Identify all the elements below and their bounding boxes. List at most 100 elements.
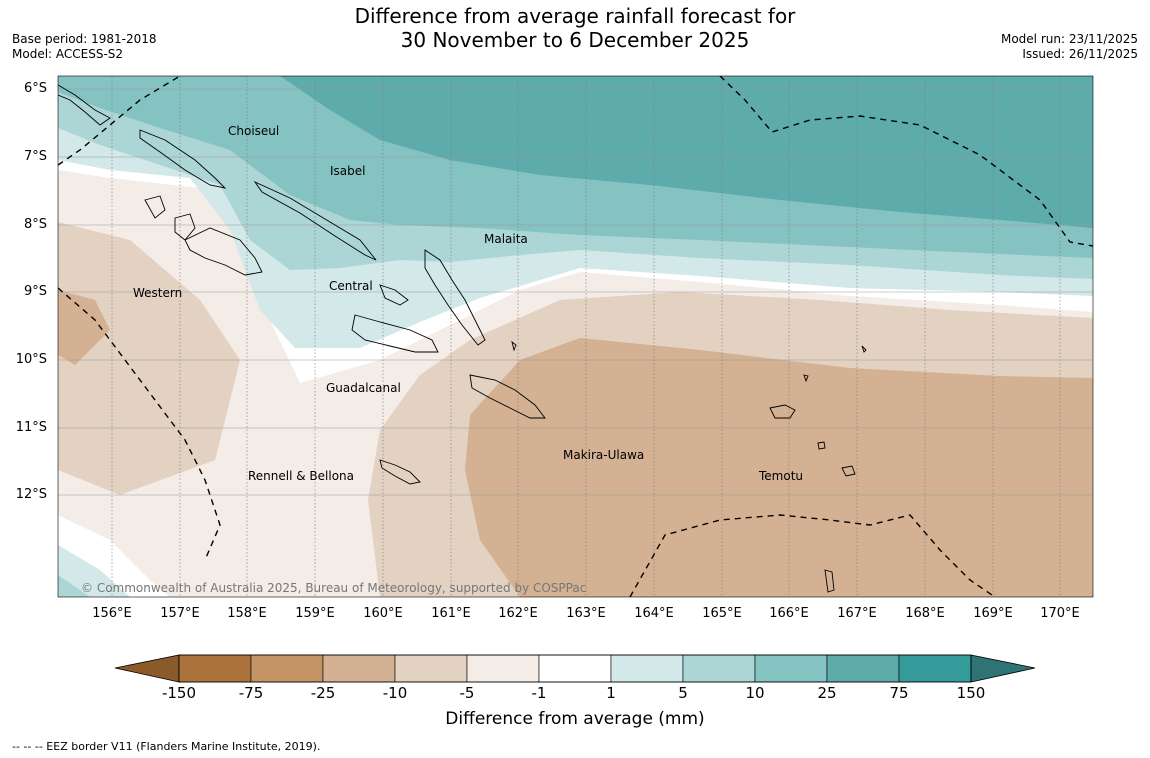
- colorbar-segment: [322, 654, 396, 683]
- island-small-1: [803, 374, 809, 383]
- lon-label-162e: 162°E: [498, 606, 538, 621]
- lat-label-6s: 6°S: [23, 81, 47, 96]
- colorbar-tick-label: -1: [531, 684, 547, 702]
- island-small-2: [861, 345, 867, 353]
- colorbar-title: Difference from average (mm): [445, 709, 705, 729]
- island-temotu-1: [841, 465, 856, 477]
- chart-title: Difference from average rainfall forecas…: [0, 4, 1150, 52]
- title-line-2: 30 November to 6 December 2025: [400, 28, 750, 52]
- colorbar-tick-label: 75: [889, 684, 909, 702]
- lat-label-11s: 11°S: [15, 420, 47, 435]
- band-neg10-neg25-south: [465, 338, 1093, 597]
- island-guadalcanal: [351, 314, 439, 353]
- lat-label-9s: 9°S: [23, 284, 47, 299]
- model-run: Model run: 23/11/2025: [1000, 32, 1138, 46]
- colorbar-tick-label: -25: [310, 684, 336, 702]
- band-pos25-pos75: [58, 76, 1093, 228]
- colorbar-tick-label: -75: [238, 684, 264, 702]
- lon-label-161e: 161°E: [431, 606, 471, 621]
- colorbar-tick-label: -150: [161, 684, 197, 702]
- longitude-gridlines: [111, 76, 1061, 597]
- colorbar-frame: [178, 654, 972, 683]
- region-central: Central: [329, 279, 373, 293]
- colorbar-segment: [466, 654, 540, 683]
- region-guadalcanal: Guadalcanal: [326, 381, 401, 395]
- island-temotu-2: [817, 441, 826, 450]
- copyright-notice: © Commonwealth of Australia 2025, Bureau…: [81, 581, 586, 595]
- lon-label-160e: 160°E: [363, 606, 403, 621]
- lon-label-167e: 167°E: [837, 606, 877, 621]
- lat-label-12s: 12°S: [15, 487, 47, 502]
- band-neg5-neg10-west: [58, 222, 240, 495]
- band-neg10-neg25-west: [58, 290, 110, 365]
- lon-label-163e: 163°E: [566, 606, 606, 621]
- island-western-2: [174, 213, 196, 241]
- map-fill: [58, 76, 1093, 597]
- eez-borders: [58, 76, 1093, 597]
- lon-label-164e: 164°E: [634, 606, 674, 621]
- lon-label-156e: 156°E: [92, 606, 132, 621]
- colorbar-segment: [754, 654, 828, 683]
- colorbar-segment: [826, 654, 900, 683]
- colorbar-tick-label: -5: [459, 684, 475, 702]
- island-new-georgia: [184, 227, 263, 276]
- lat-label-8s: 8°S: [23, 217, 47, 232]
- colorbar-segment: [538, 654, 612, 683]
- lon-label-159e: 159°E: [295, 606, 335, 621]
- island-bougainville: [58, 84, 111, 126]
- colorbar-segment: [250, 654, 324, 683]
- colorbar: [114, 654, 1036, 683]
- colorbar-tick-label: 150: [956, 684, 986, 702]
- lon-label-168e: 168°E: [905, 606, 945, 621]
- island-western-1: [144, 195, 166, 219]
- lon-label-157e: 157°E: [160, 606, 200, 621]
- coastlines: [58, 84, 867, 593]
- base-period: Base period: 1981-2018: [12, 32, 157, 46]
- colorbar-tick-label: 5: [678, 684, 688, 702]
- meta-left: Base period: 1981-2018 Model: ACCESS-S2: [12, 32, 157, 62]
- region-makira-ulawa: Makira-Ulawa: [563, 448, 644, 462]
- eez-north-east: [719, 76, 1093, 247]
- island-isabel: [253, 180, 377, 261]
- island-small-3: [511, 340, 517, 352]
- colorbar-segment: [610, 654, 684, 683]
- lon-label-165e: 165°E: [702, 606, 742, 621]
- island-rennell: [379, 459, 421, 485]
- island-temotu-3: [824, 569, 835, 593]
- colorbar-tick-label: 25: [817, 684, 837, 702]
- title-line-1: Difference from average rainfall forecas…: [354, 4, 796, 28]
- colorbar-tick-label: 1: [606, 684, 616, 702]
- island-florida: [379, 284, 409, 306]
- meta-right: Model run: 23/11/2025 Issued: 26/11/2025: [1001, 32, 1138, 62]
- colorbar-segments: [178, 654, 972, 683]
- region-malaita: Malaita: [484, 232, 528, 246]
- colorbar-tick-label: -10: [382, 684, 408, 702]
- island-malaita: [424, 249, 486, 346]
- eez-legend-text: -- -- -- EEZ border V11 (Flanders Marine…: [12, 740, 321, 753]
- colorbar-extend-high: [970, 654, 1036, 683]
- map-frame: [57, 75, 1094, 598]
- latitude-gridlines: [58, 88, 1093, 496]
- region-rennell-bellona: Rennell & Bellona: [248, 469, 354, 483]
- band-sw-pos5: [58, 575, 90, 597]
- lat-label-10s: 10°S: [15, 352, 47, 367]
- colorbar-extend-low: [114, 654, 180, 683]
- colorbar-segment: [178, 654, 252, 683]
- island-makira: [469, 374, 546, 419]
- eez-south-east: [629, 514, 996, 597]
- region-western: Western: [133, 286, 182, 300]
- region-labels: Choiseul Isabel Malaita Western Central …: [133, 124, 803, 483]
- region-choiseul: Choiseul: [228, 124, 279, 138]
- colorbar-tick-label: 10: [745, 684, 765, 702]
- issued-date: Issued: 26/11/2025: [1022, 47, 1138, 61]
- lon-label-170e: 170°E: [1040, 606, 1080, 621]
- region-temotu: Temotu: [758, 469, 803, 483]
- model-name: Model: ACCESS-S2: [12, 47, 124, 61]
- colorbar-segment: [394, 654, 468, 683]
- lon-label-166e: 166°E: [769, 606, 809, 621]
- lon-label-158e: 158°E: [227, 606, 267, 621]
- island-santa-cruz: [769, 404, 796, 419]
- colorbar-segment: [898, 654, 972, 683]
- lat-label-7s: 7°S: [23, 149, 47, 164]
